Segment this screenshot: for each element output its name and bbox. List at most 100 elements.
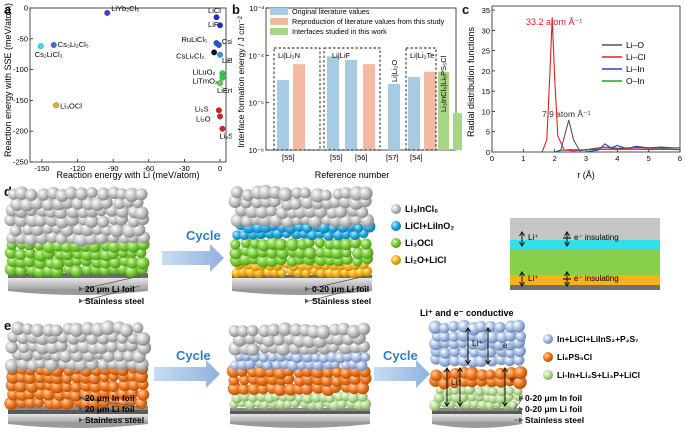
li3incl6-sphere — [255, 204, 269, 219]
label-leader — [82, 408, 141, 412]
ref-55: [55] — [282, 153, 295, 162]
li3incl6-sphere — [334, 205, 348, 218]
panel-label-a: a — [4, 2, 12, 17]
li6ps5cl-sphere — [331, 366, 343, 378]
y-tick-label: 5 — [486, 128, 490, 137]
li3incl6-sphere — [299, 187, 311, 199]
x-tick-label: -60 — [143, 164, 154, 173]
in-foil-layer — [432, 408, 522, 411]
panel-d-layer-schematic — [510, 218, 660, 290]
point-lif — [217, 22, 224, 29]
li3ocl-sphere — [70, 264, 83, 278]
legend-entry-3: O–In — [626, 76, 645, 86]
point-libr — [217, 51, 224, 58]
in-licl-sphere — [439, 347, 451, 359]
li3ocl-sphere — [285, 237, 300, 252]
panel-e-stack-before — [4, 320, 152, 428]
x-tick-label: -90 — [108, 164, 119, 173]
d-label-li-foil-after: 0-20 μm Li foil — [312, 284, 369, 294]
li6ps5cl-sphere — [273, 382, 287, 396]
li3ocl-sphere — [24, 247, 36, 259]
y-tick-label: 20 — [482, 67, 490, 76]
li3ocl-sphere — [352, 256, 363, 267]
li3ocl-sphere — [349, 237, 362, 249]
bar-li-lif-0 — [327, 56, 339, 150]
li3incl6-sphere — [136, 331, 151, 346]
point-label-li2o: Li₂O — [196, 114, 211, 123]
in-licl-sphere — [505, 347, 516, 358]
legend-label-e-0: In+LiCl+LiInS₂+P₂S₇ — [557, 334, 639, 344]
li-in-li2s-sphere — [497, 386, 507, 397]
li3ocl-sphere — [125, 264, 139, 278]
ref-54: [54] — [410, 153, 423, 162]
point-cslicl2 — [215, 42, 222, 48]
label-leader — [308, 285, 367, 302]
li6ps5cl-sphere — [247, 382, 261, 395]
x-tick-label: 3 — [584, 154, 588, 163]
licl-liino2-sphere — [232, 230, 242, 240]
x-tick-label: 1 — [521, 154, 525, 163]
x-tick-label: 0 — [218, 164, 222, 173]
label-leader — [82, 285, 141, 302]
li3incl6-sphere — [11, 321, 25, 336]
li-in-li2s-sphere — [248, 392, 258, 403]
li3incl6-sphere — [241, 189, 254, 202]
li3incl6-sphere — [310, 188, 325, 203]
in-licl-sphere — [494, 321, 506, 333]
li6ps5cl-sphere — [69, 389, 82, 402]
steel-curve — [432, 422, 522, 428]
li3ocl-sphere — [126, 239, 141, 253]
y-axis-label: Radial distribution functions — [466, 26, 476, 137]
annotation-li-o-peak: 7.9 atom Å⁻¹ — [542, 109, 591, 119]
li-in-li2s-sphere — [443, 387, 453, 396]
dashed-group-box — [323, 47, 381, 151]
li3incl6-sphere — [278, 187, 293, 202]
li3incl6-sphere — [320, 189, 332, 201]
li3incl6-sphere — [71, 197, 84, 210]
li3incl6-sphere — [21, 323, 34, 335]
li-in-li2s-sphere — [357, 391, 368, 402]
y-tick-label: 10⁻⁵ — [249, 99, 264, 108]
legend-entry-2: Interfaces studied in this work — [292, 27, 387, 36]
li3incl6-sphere — [4, 213, 17, 227]
y-tick-label: 0 — [486, 148, 490, 157]
group-label-li-lif: Li|LiF — [332, 51, 351, 60]
bar-li-li3n-0 — [277, 80, 289, 150]
schematic-illustrations: Cycle Cycle Cycle 20 μm Li foil Stainles… — [4, 184, 660, 428]
li3incl6-sphere — [265, 205, 277, 217]
x-axis-label: r (Å) — [577, 170, 595, 180]
li3incl6-sphere — [128, 215, 140, 228]
dashed-group-box — [273, 47, 321, 151]
schematic-li-foil-layer — [510, 285, 660, 290]
label-leader — [513, 397, 524, 410]
legend-label-d-2: Li₃OCl — [405, 238, 433, 248]
schematic-e-insulating-1: e⁻ insulating — [574, 233, 619, 242]
li6ps5cl-sphere — [33, 397, 44, 408]
li3incl6-sphere — [25, 188, 38, 201]
li3incl6-sphere — [119, 323, 134, 338]
legend-label-e-1: Li₆PS₅Cl — [557, 352, 592, 362]
li6ps5cl-sphere — [61, 381, 73, 393]
steel-layer — [230, 414, 370, 424]
li-in-li2s-sphere — [433, 392, 445, 403]
li3ocl-sphere — [126, 256, 139, 269]
dashed-group-box — [405, 47, 437, 151]
li6ps5cl-sphere — [465, 367, 479, 381]
y-tick-label: -50 — [17, 34, 28, 43]
cycle-label-e1: Cycle — [176, 348, 211, 363]
li3incl6-sphere — [230, 186, 244, 199]
li6ps5cl-sphere — [441, 369, 452, 380]
li6ps5cl-sphere — [485, 369, 496, 380]
bar-li3incl6-li6ps5cl-0 — [438, 71, 449, 150]
li6ps5cl-sphere — [239, 374, 250, 386]
li6ps5cl-sphere — [340, 367, 352, 379]
li-in-li2s-sphere — [295, 393, 304, 403]
li6ps5cl-sphere — [60, 396, 75, 410]
legend-sphere-e-0 — [543, 334, 553, 344]
series-line-li-cl — [492, 17, 681, 153]
li3incl6-sphere — [5, 341, 19, 354]
li-in-li2s-sphere — [450, 386, 460, 395]
panel-d-stack-after — [228, 184, 376, 295]
point-li2o — [217, 113, 224, 120]
li3incl6-sphere — [97, 215, 110, 228]
